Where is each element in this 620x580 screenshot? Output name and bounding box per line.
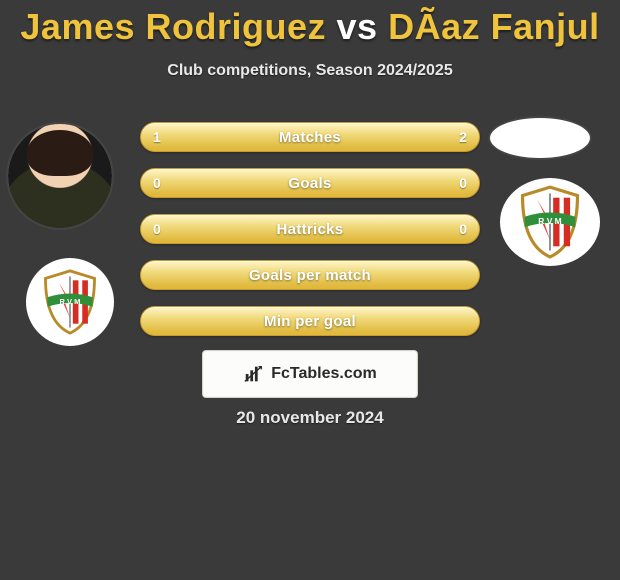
player2-photo xyxy=(490,118,590,158)
stat-row-matches: 1 Matches 2 xyxy=(140,122,480,152)
stat-label: Goals per match xyxy=(141,261,479,289)
shield-icon: R V M xyxy=(41,269,99,335)
stat-value-right: 0 xyxy=(447,215,479,243)
player1-club-crest: R V M xyxy=(26,258,114,346)
vs-text: vs xyxy=(337,6,378,47)
shield-icon: R V M xyxy=(517,185,583,259)
stat-row-goals: 0 Goals 0 xyxy=(140,168,480,198)
bar-chart-icon xyxy=(243,363,265,385)
svg-text:R V M: R V M xyxy=(60,297,81,306)
stat-bars: 1 Matches 2 0 Goals 0 0 Hattricks 0 Goal… xyxy=(140,122,480,352)
comparison-title: James Rodriguez vs DÃ­az Fanjul xyxy=(0,0,620,48)
stat-label: Matches xyxy=(141,123,479,151)
stat-row-min-per-goal: Min per goal xyxy=(140,306,480,336)
brand-watermark: FcTables.com xyxy=(202,350,418,398)
stat-label: Hattricks xyxy=(141,215,479,243)
stat-row-hattricks: 0 Hattricks 0 xyxy=(140,214,480,244)
player2-club-crest: R V M xyxy=(500,178,600,266)
player2-name: DÃ­az Fanjul xyxy=(388,6,600,47)
player1-face-placeholder xyxy=(8,124,112,228)
subtitle: Club competitions, Season 2024/2025 xyxy=(0,62,620,80)
brand-text: FcTables.com xyxy=(271,365,377,383)
stat-value-right xyxy=(455,261,479,289)
svg-text:R V M: R V M xyxy=(538,216,561,226)
player1-photo xyxy=(8,124,112,228)
player1-name: James Rodriguez xyxy=(20,6,326,47)
stat-label: Min per goal xyxy=(141,307,479,335)
stat-value-right: 0 xyxy=(447,169,479,197)
stat-value-right xyxy=(455,307,479,335)
stat-value-right: 2 xyxy=(447,123,479,151)
snapshot-date: 20 november 2024 xyxy=(0,408,620,428)
stat-label: Goals xyxy=(141,169,479,197)
stat-row-goals-per-match: Goals per match xyxy=(140,260,480,290)
